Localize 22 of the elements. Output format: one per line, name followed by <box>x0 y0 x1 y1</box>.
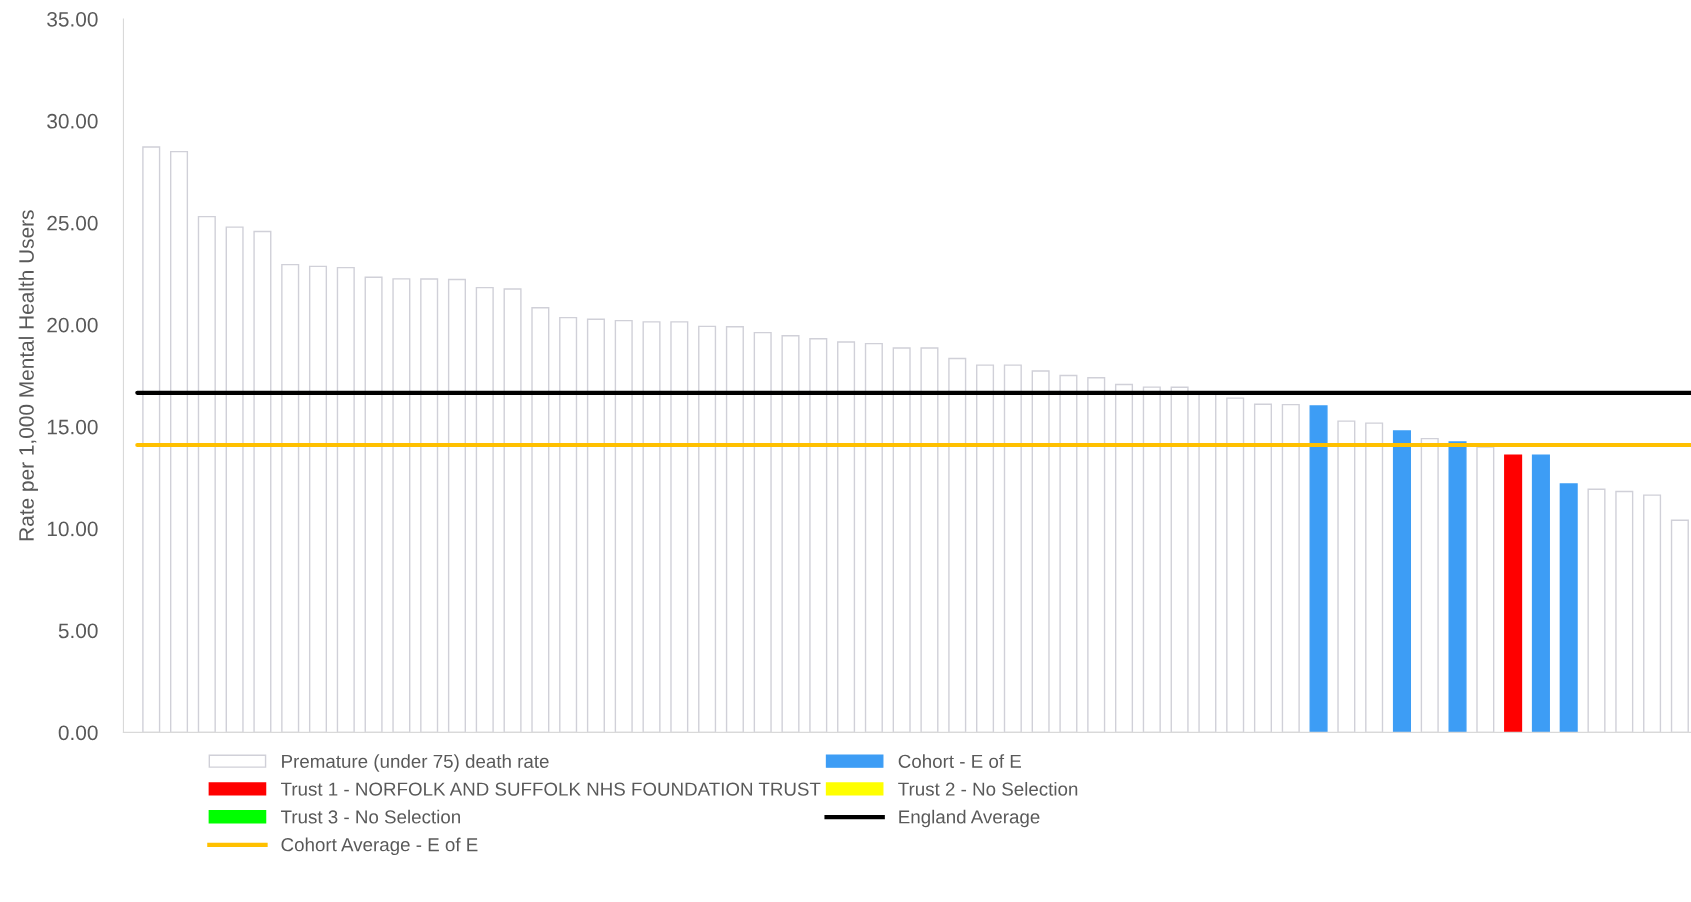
y-tick-label: 10.00 <box>47 521 98 537</box>
legend-label: Cohort - E of E <box>898 754 1021 768</box>
bar <box>1392 430 1411 733</box>
legend-label: Trust 1 - NORFOLK AND SUFFOLK NHS FOUNDATION TRUST <box>280 782 821 796</box>
bar <box>1448 441 1467 733</box>
bar <box>1504 454 1523 733</box>
legend-label: Trust 2 - No Selection <box>898 781 1078 796</box>
y-tick-label: 35.00 <box>47 11 98 27</box>
legend-label: England Average <box>899 809 1040 828</box>
y-tick-label: 30.00 <box>47 113 98 129</box>
legend-label: Trust 3 - No Selection <box>280 809 460 824</box>
bar <box>1559 483 1578 733</box>
legend-label: Cohort Average - E of E <box>281 837 478 856</box>
bar <box>1531 454 1550 733</box>
y-tick-label: 15.00 <box>47 419 98 435</box>
y-tick-label: 25.00 <box>47 215 98 231</box>
y-tick-label: 0.00 <box>58 725 98 741</box>
y-axis-title: Rate per 1,000 Mental Health Users <box>18 210 38 541</box>
bar <box>1309 405 1328 733</box>
y-tick-label: 20.00 <box>47 317 98 333</box>
legend-label: Premature (under 75) death rate <box>282 754 549 772</box>
y-tick-label: 5.00 <box>58 623 98 639</box>
